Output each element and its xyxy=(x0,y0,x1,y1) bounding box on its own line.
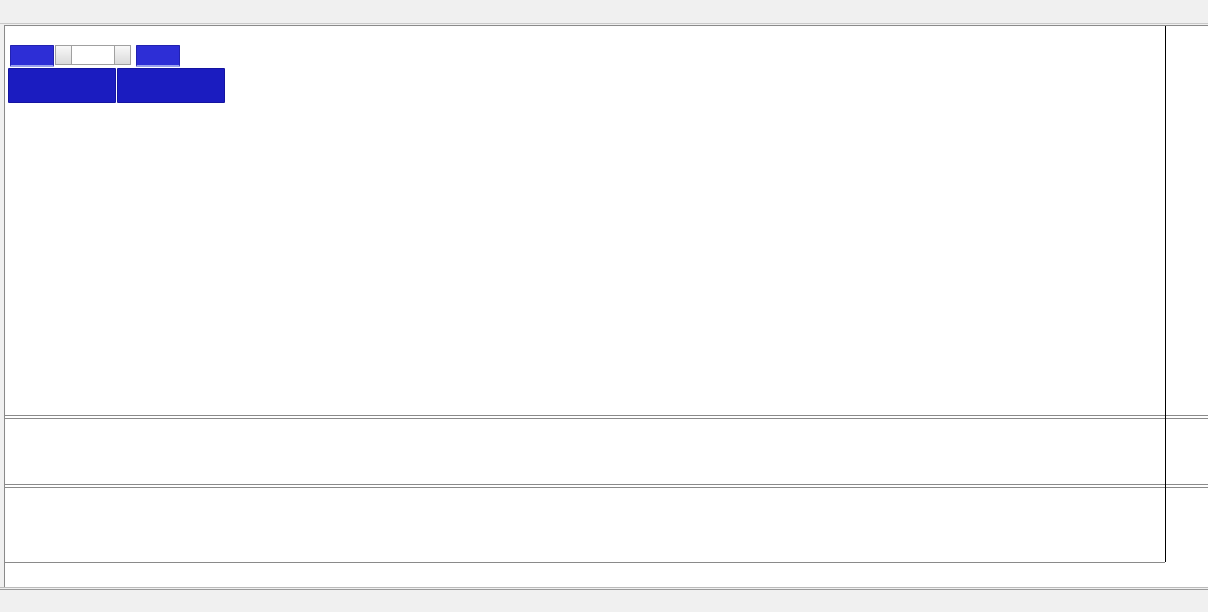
timeframe-toolbar xyxy=(0,0,1208,24)
sell-button[interactable] xyxy=(10,45,54,67)
panel-splitter[interactable] xyxy=(5,484,1208,488)
one-click-trade-panel xyxy=(8,44,225,104)
axis-divider xyxy=(5,562,1165,563)
volume-input[interactable] xyxy=(71,45,117,65)
rsi-panel-canvas[interactable] xyxy=(10,488,1165,562)
price-axis-line xyxy=(1165,26,1166,562)
volume-increase-button[interactable] xyxy=(114,45,131,65)
bottom-divider xyxy=(0,587,1208,590)
macd-panel-canvas[interactable] xyxy=(10,419,1165,484)
chart-title xyxy=(14,31,25,43)
buy-button[interactable] xyxy=(136,45,180,67)
sell-price-box[interactable] xyxy=(8,68,116,103)
buy-price-box[interactable] xyxy=(117,68,225,103)
date-axis xyxy=(5,563,1165,587)
panel-splitter[interactable] xyxy=(5,415,1208,419)
chart-tab-bar xyxy=(0,589,1208,612)
volume-decrease-button[interactable] xyxy=(55,45,72,65)
